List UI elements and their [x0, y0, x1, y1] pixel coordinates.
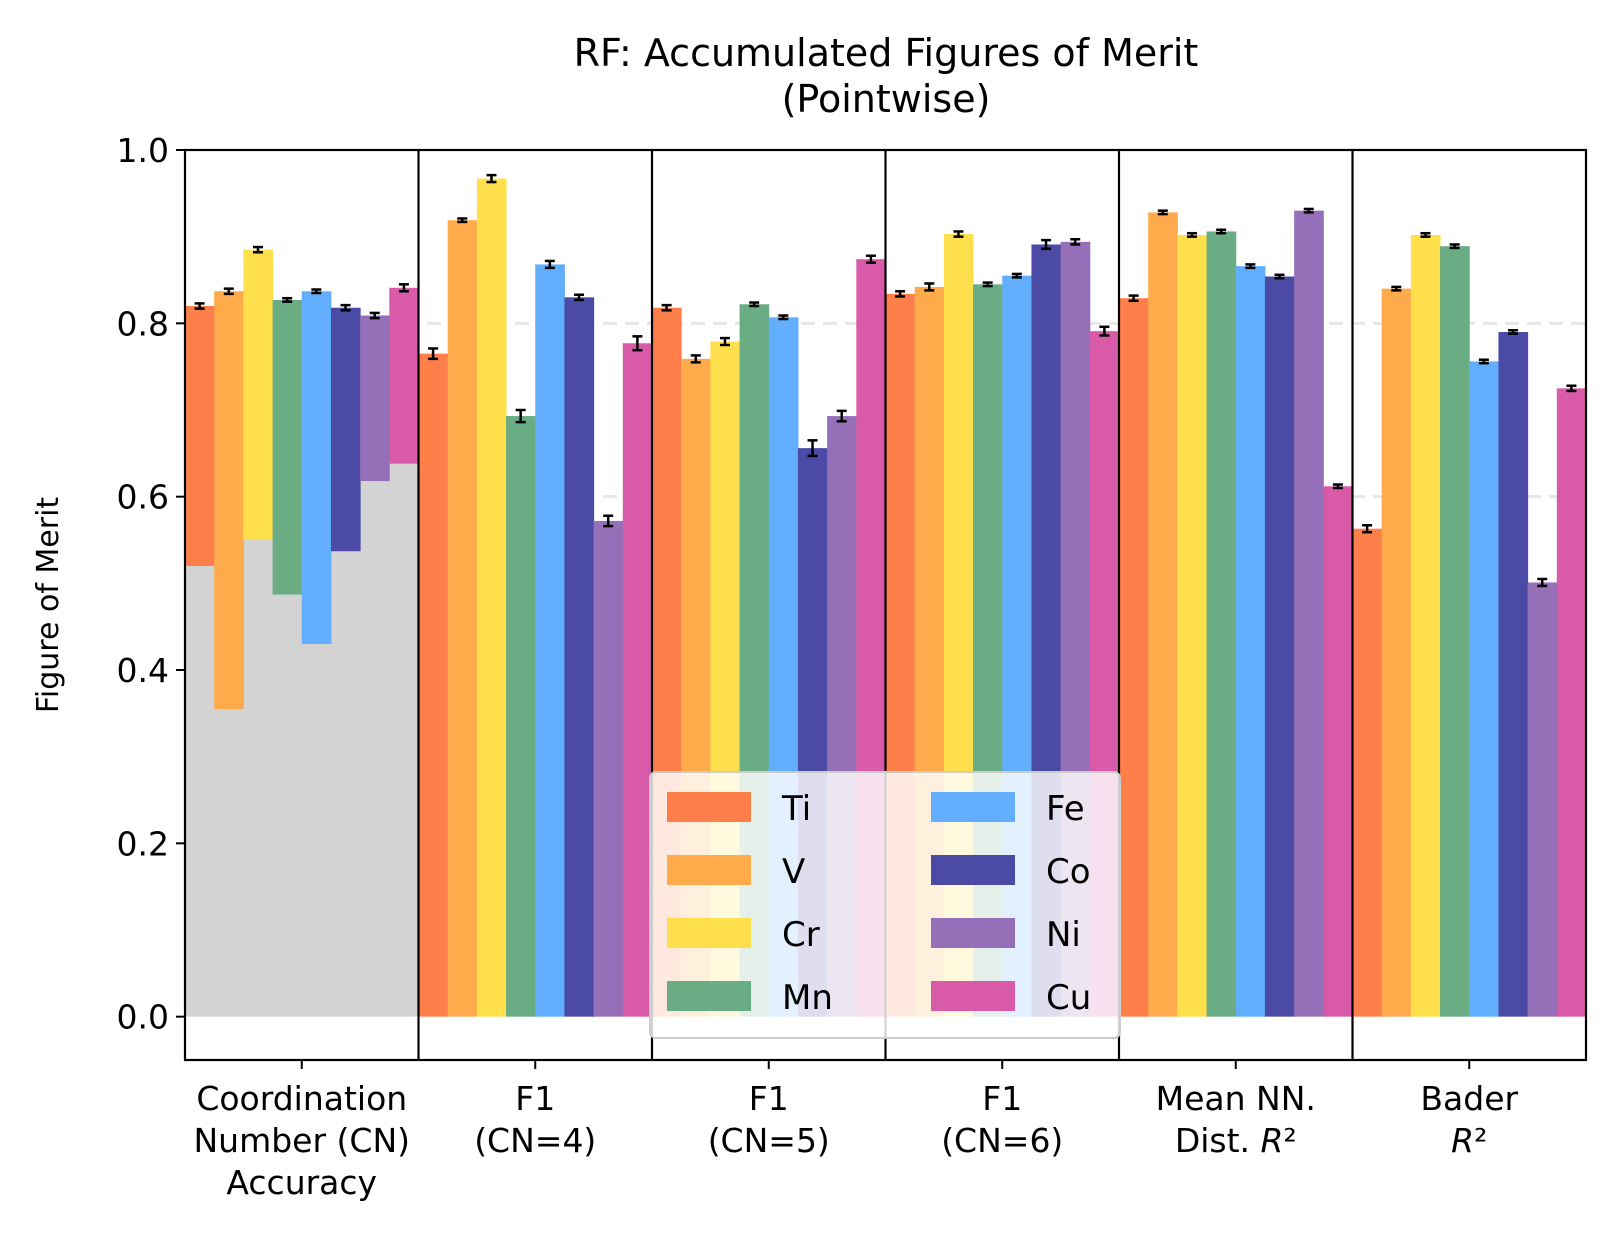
- legend-box: [649, 771, 1121, 1039]
- bar-cr: [1177, 234, 1208, 1017]
- y-tick-label: 0.2: [117, 824, 169, 863]
- y-tick-label: 0.6: [117, 478, 169, 517]
- bar-ni: [1294, 210, 1324, 1017]
- x-tick-label: (CN=5): [708, 1121, 830, 1160]
- bar-ni: [1527, 582, 1558, 1017]
- bar-mn: [1440, 246, 1470, 1017]
- x-tick-label: Accuracy: [226, 1163, 377, 1202]
- bar-mn: [272, 299, 303, 595]
- bar-mn: [506, 416, 536, 1017]
- error-bars: [194, 173, 1577, 588]
- chart-title: RF: Accumulated Figures of Merit(Pointwi…: [574, 31, 1199, 121]
- bar-co: [1264, 276, 1295, 1017]
- bar-ni: [593, 520, 624, 1017]
- y-tick-label: 0.8: [117, 304, 169, 343]
- y-tick-label: 0.0: [117, 998, 169, 1037]
- y-tick-label: 1.0: [117, 131, 169, 170]
- legend-swatch-co: [931, 855, 1015, 885]
- baseline-bar: [360, 481, 390, 1017]
- bar-v: [1148, 212, 1178, 1017]
- legend-label-fe: Fe: [1046, 789, 1085, 829]
- bar-v: [214, 291, 244, 709]
- baseline-bar: [243, 540, 274, 1017]
- x-tick-label: (CN=6): [941, 1121, 1063, 1160]
- bar-mn: [1206, 231, 1237, 1017]
- bar-v: [447, 220, 478, 1017]
- legend-label-v: V: [782, 852, 805, 892]
- x-tick-label: Dist. R²: [1175, 1121, 1297, 1160]
- legend-label-cr: Cr: [782, 915, 820, 955]
- y-axis: 0.0 0.2 0.4 0.6 0.8 1.0 Figure of Merit: [31, 131, 185, 1037]
- chart-title-line: RF: Accumulated Figures of Merit: [574, 31, 1199, 75]
- legend-swatch-ni: [931, 918, 1015, 948]
- bar-v: [1381, 288, 1412, 1017]
- baseline-bar: [330, 551, 361, 1017]
- x-tick-label: R²: [1451, 1121, 1487, 1160]
- legend-label-co: Co: [1046, 852, 1091, 892]
- baseline-bar: [301, 644, 332, 1017]
- x-tick-label: F1: [749, 1079, 789, 1118]
- x-tick-label: F1: [515, 1079, 555, 1118]
- bar-co: [330, 307, 361, 552]
- legend-swatch-v: [667, 855, 751, 885]
- bar-cu: [389, 287, 419, 464]
- baseline-bar: [185, 566, 215, 1017]
- bar-cu: [1323, 486, 1353, 1017]
- baseline-bar: [272, 594, 303, 1017]
- bar-co: [564, 297, 595, 1017]
- legend-swatch-cr: [667, 918, 751, 948]
- bar-ti: [1119, 298, 1149, 1017]
- y-tick-label: 0.4: [117, 651, 169, 690]
- bar-fe: [535, 264, 565, 1017]
- bar-fe: [1469, 361, 1499, 1017]
- x-tick-label: (CN=4): [474, 1121, 596, 1160]
- legend-swatch-ti: [667, 792, 751, 822]
- legend-swatch-fe: [931, 792, 1015, 822]
- legend-label-ni: Ni: [1046, 915, 1081, 955]
- legend-label-mn: Mn: [782, 978, 833, 1018]
- legend: Ti V Cr Mn Fe Co Ni Cu: [649, 771, 1121, 1039]
- baseline-bars: [185, 463, 419, 1017]
- y-axis-label: Figure of Merit: [31, 497, 66, 714]
- bar-fe: [301, 291, 332, 644]
- x-tick-label: Mean NN.: [1156, 1079, 1316, 1118]
- x-tick-label: Bader: [1420, 1079, 1518, 1118]
- legend-label-cu: Cu: [1046, 978, 1091, 1018]
- bar-cr: [243, 249, 274, 540]
- x-tick-label: Coordination: [196, 1079, 407, 1118]
- bar-cu: [1556, 388, 1587, 1017]
- bar-ti: [418, 353, 449, 1017]
- bar-cr: [476, 178, 507, 1017]
- bar-ni: [360, 315, 390, 482]
- x-tick-label: Number (CN): [193, 1121, 410, 1160]
- baseline-bar: [214, 709, 244, 1017]
- legend-label-ti: Ti: [781, 789, 811, 829]
- legend-swatch-cu: [931, 981, 1015, 1011]
- bar-ti: [1352, 528, 1383, 1017]
- chart-title-line: (Pointwise): [782, 77, 991, 121]
- bar-co: [1498, 332, 1529, 1017]
- x-tick-label: F1: [982, 1079, 1022, 1118]
- bar-fe: [1235, 266, 1266, 1017]
- bar-cu: [622, 343, 653, 1017]
- baseline-bar: [389, 463, 419, 1017]
- legend-swatch-mn: [667, 981, 751, 1011]
- bar-ti: [185, 306, 215, 566]
- bar-cr: [1410, 234, 1441, 1017]
